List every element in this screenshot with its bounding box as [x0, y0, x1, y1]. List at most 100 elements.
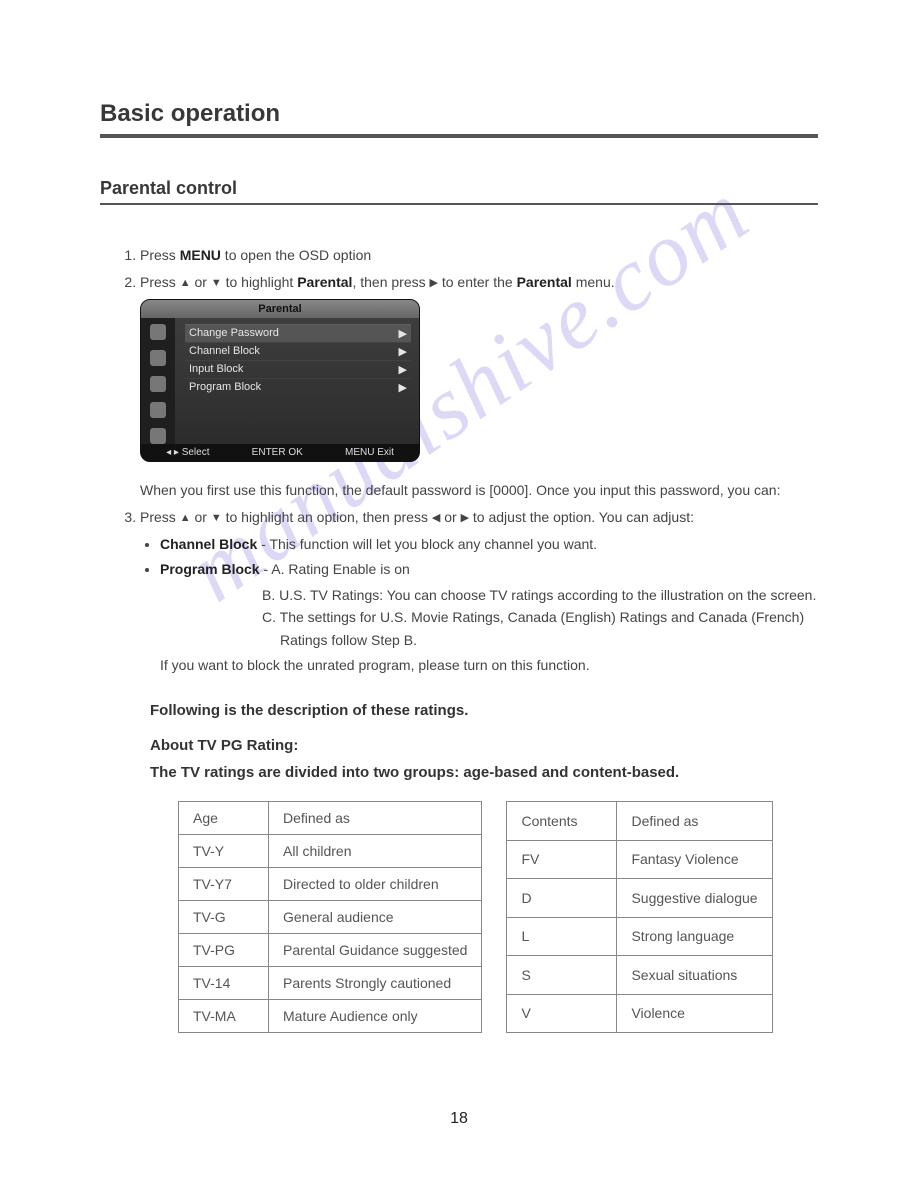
indent-line-c2: Ratings follow Step B. [280, 629, 818, 651]
table-cell: TV-PG [179, 934, 269, 967]
table-row: ContentsDefined as [507, 802, 772, 841]
table-row: VViolence [507, 994, 772, 1033]
step-1: Press MENU to open the OSD option [140, 245, 818, 266]
osd-item-arrow-icon: ▶ [399, 345, 407, 358]
table-cell: General audience [269, 901, 482, 934]
table-cell: Age [179, 802, 269, 835]
osd-body: Change Password ▶ Channel Block▶ Input Bl… [141, 318, 419, 444]
osd-icon [150, 428, 166, 444]
osd-item-label: Program Block [189, 381, 261, 394]
osd-icon-column [141, 318, 175, 444]
step2-s4: , then press [352, 274, 429, 290]
up-arrow-icon: ▲ [180, 510, 191, 527]
step1-bold: MENU [180, 247, 221, 263]
sub-title: Parental control [100, 178, 818, 205]
down-arrow-icon: ▼ [211, 275, 222, 292]
step3-s4: or [440, 509, 460, 525]
osd-icon [150, 376, 166, 392]
osd-footer-select: ◂ ▸ Select [166, 447, 209, 458]
step1-pre: Press [140, 247, 180, 263]
age-rating-table: AgeDefined as TV-YAll children TV-Y7Dire… [178, 801, 482, 1033]
osd-footer-exit: MENU Exit [345, 447, 394, 458]
table-cell: TV-MA [179, 1000, 269, 1033]
table-cell: Violence [617, 994, 772, 1033]
rating-tables: AgeDefined as TV-YAll children TV-Y7Dire… [178, 801, 818, 1033]
page-number: 18 [0, 1110, 918, 1128]
page-content: Basic operation Parental control Press M… [100, 100, 818, 1033]
right-arrow-icon: ▶ [430, 275, 438, 292]
osd-item-label: Change Password [189, 327, 279, 340]
table-cell: Contents [507, 802, 617, 841]
osd-item-label: Input Block [189, 363, 243, 376]
table-row: LStrong language [507, 917, 772, 956]
table-cell: Parental Guidance suggested [269, 934, 482, 967]
step2-b1: Parental [297, 274, 352, 290]
step3-s2: or [191, 509, 211, 525]
osd-footer-enter: ENTER OK [252, 447, 303, 458]
table-cell: TV-14 [179, 967, 269, 1000]
table-cell: V [507, 994, 617, 1033]
table-row: TV-Y7Directed to older children [179, 868, 482, 901]
osd-screenshot: Parental Change Password ▶ Channel Block▶… [140, 299, 420, 462]
osd-item-arrow-icon: ▶ [399, 381, 407, 394]
step3-s1: Press [140, 509, 180, 525]
bullet-text: - A. Rating Enable is on [260, 561, 410, 577]
table-cell: TV-G [179, 901, 269, 934]
table-cell: Parents Strongly cautioned [269, 967, 482, 1000]
pg-heading-1: About TV PG Rating: [150, 737, 818, 754]
bullet-bold: Channel Block [160, 536, 257, 552]
table-row: TV-MAMature Audience only [179, 1000, 482, 1033]
steps-list-2: Press ▲ or ▼ to highlight an option, the… [100, 507, 818, 528]
step3-s5: to adjust the option. You can adjust: [469, 509, 694, 525]
table-row: AgeDefined as [179, 802, 482, 835]
bullet-program-block: Program Block - A. Rating Enable is on [160, 559, 818, 580]
osd-icon [150, 350, 166, 366]
bullet-bold: Program Block [160, 561, 260, 577]
osd-item: Channel Block▶ [185, 342, 411, 360]
table-cell: S [507, 956, 617, 995]
step2-s6: menu. [572, 274, 615, 290]
table-row: SSexual situations [507, 956, 772, 995]
table-cell: L [507, 917, 617, 956]
table-cell: All children [269, 835, 482, 868]
step2-s2: or [191, 274, 211, 290]
osd-icon [150, 324, 166, 340]
table-cell: Defined as [269, 802, 482, 835]
table-row: DSuggestive dialogue [507, 879, 772, 918]
indent-line-b: B. U.S. TV Ratings: You can choose TV ra… [262, 584, 818, 606]
osd-item: Change Password ▶ [185, 324, 411, 342]
table-cell: FV [507, 840, 617, 879]
table-cell: D [507, 879, 617, 918]
step2-s1: Press [140, 274, 180, 290]
step3-s3: to highlight an option, then press [222, 509, 432, 525]
table-row: TV-PGParental Guidance suggested [179, 934, 482, 967]
osd-item: Program Block ▶ [185, 378, 411, 396]
table-cell: Mature Audience only [269, 1000, 482, 1033]
step1-post: to open the OSD option [221, 247, 371, 263]
table-row: FVFantasy Violence [507, 840, 772, 879]
osd-menu-list: Change Password ▶ Channel Block▶ Input Bl… [175, 318, 419, 444]
table-cell: TV-Y7 [179, 868, 269, 901]
table-row: TV-YAll children [179, 835, 482, 868]
unrated-note: If you want to block the unrated program… [160, 655, 818, 676]
table-cell: Sexual situations [617, 956, 772, 995]
table-cell: Directed to older children [269, 868, 482, 901]
osd-item: Input Block▶ [185, 360, 411, 378]
content-rating-table: ContentsDefined as FVFantasy Violence DS… [506, 801, 772, 1033]
step-3: Press ▲ or ▼ to highlight an option, the… [140, 507, 818, 528]
osd-title: Parental [141, 300, 419, 318]
step-2: Press ▲ or ▼ to highlight Parental, then… [140, 272, 818, 293]
osd-icon [150, 402, 166, 418]
right-arrow-icon: ▶ [461, 510, 469, 527]
table-cell: Defined as [617, 802, 772, 841]
table-cell: Suggestive dialogue [617, 879, 772, 918]
step2-s3: to highlight [222, 274, 298, 290]
osd-item-arrow-icon: ▶ [399, 327, 407, 340]
table-cell: TV-Y [179, 835, 269, 868]
up-arrow-icon: ▲ [180, 275, 191, 292]
indent-line-c1: C. The settings for U.S. Movie Ratings, … [262, 606, 818, 628]
steps-list: Press MENU to open the OSD option Press … [100, 245, 818, 293]
table-row: TV-14Parents Strongly cautioned [179, 967, 482, 1000]
down-arrow-icon: ▼ [211, 510, 222, 527]
bullet-text: - This function will let you block any c… [257, 536, 597, 552]
